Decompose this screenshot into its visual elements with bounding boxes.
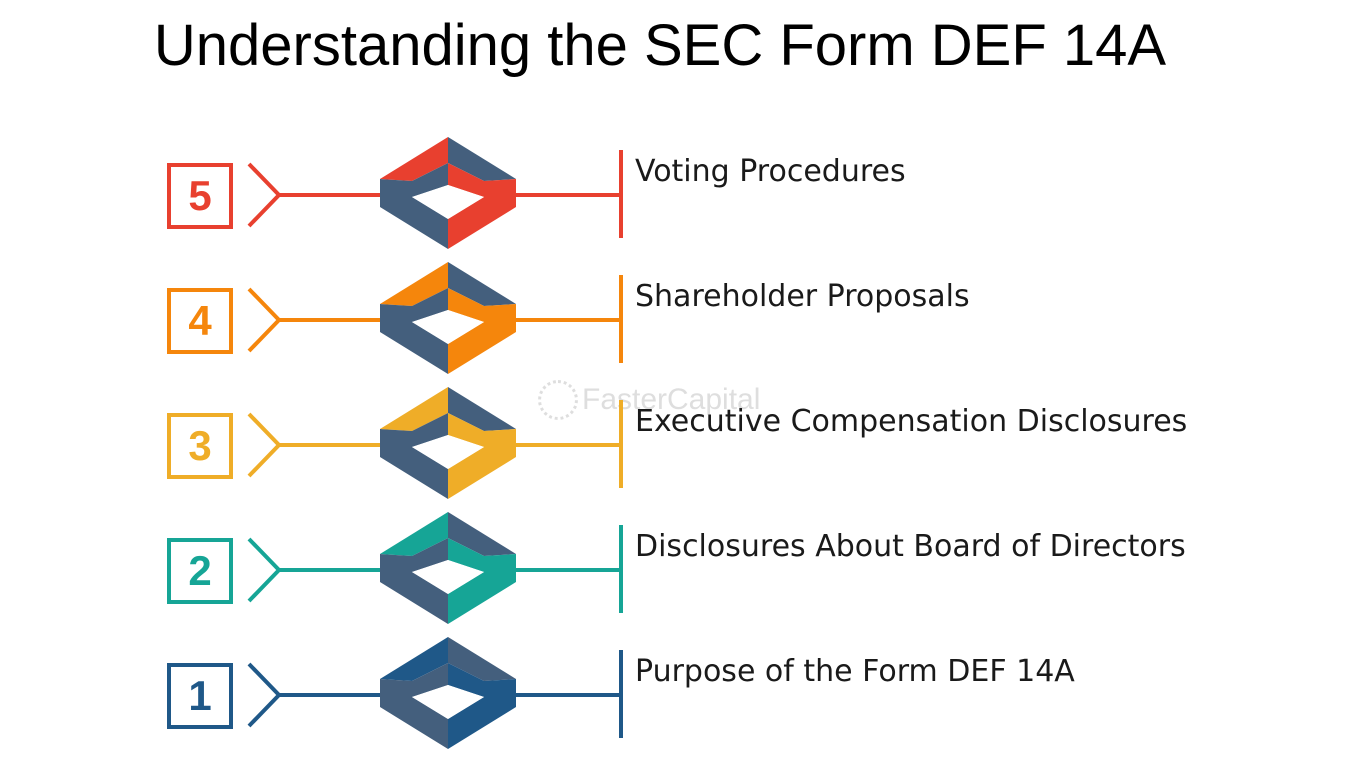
chevron-icon xyxy=(247,162,282,228)
step-number-box xyxy=(167,163,233,229)
chevron-icon xyxy=(247,662,282,728)
step-number: 5 xyxy=(188,172,211,219)
step-row: 2 Disclosures About Board of Directors xyxy=(167,512,1186,624)
step-row: 1 Purpose of the Form DEF 14A xyxy=(167,637,1075,749)
cube-ring-icon xyxy=(380,137,516,249)
step-label: Executive Compensation Disclosures xyxy=(635,404,1187,439)
cube-ring-icon xyxy=(380,512,516,624)
step-row: 4 Shareholder Proposals xyxy=(167,262,970,374)
step-number-box xyxy=(167,663,233,729)
step-label: Shareholder Proposals xyxy=(635,279,970,314)
step-number: 2 xyxy=(188,547,211,594)
step-number: 4 xyxy=(188,297,212,344)
step-label: Voting Procedures xyxy=(635,154,906,189)
chevron-icon xyxy=(247,537,282,603)
page-title: Understanding the SEC Form DEF 14A xyxy=(153,13,1167,78)
step-row: 5 Voting Procedures xyxy=(167,137,906,249)
cube-ring-icon xyxy=(380,387,516,499)
cube-ring-icon xyxy=(380,637,516,749)
chevron-icon xyxy=(247,287,282,353)
chevron-icon xyxy=(247,412,282,478)
step-number-box xyxy=(167,538,233,604)
step-number-box xyxy=(167,288,233,354)
step-number: 3 xyxy=(188,422,211,469)
watermark: FasterCapital xyxy=(538,380,760,420)
step-label: Disclosures About Board of Directors xyxy=(635,529,1186,564)
step-row: 3 Executive Compensation Disclosures xyxy=(167,387,1187,499)
gear-icon xyxy=(538,380,578,420)
watermark-text: FasterCapital xyxy=(582,383,761,416)
step-label: Purpose of the Form DEF 14A xyxy=(635,654,1075,689)
step-number-box xyxy=(167,413,233,479)
step-number: 1 xyxy=(188,672,211,719)
cube-ring-icon xyxy=(380,262,516,374)
